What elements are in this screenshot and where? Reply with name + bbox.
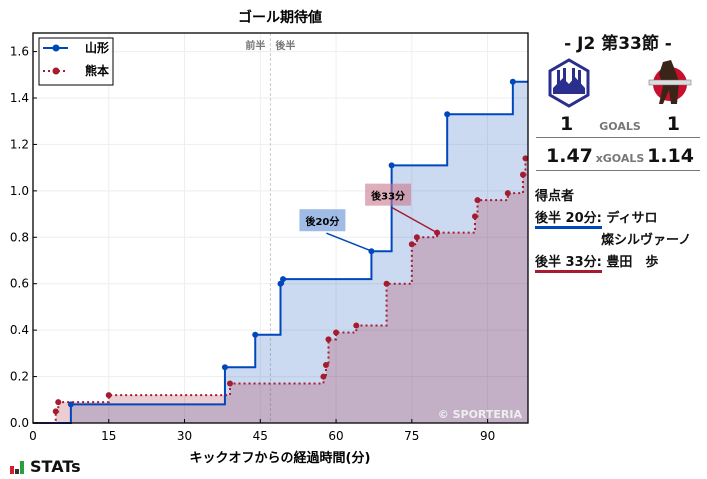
y-tick-label: 1.0 [10,184,29,198]
stats-brand-text: STATs [30,457,81,476]
home-team-logo [548,58,590,108]
legend-marker-home [52,44,60,52]
legend-label-away: 熊本 [85,63,109,78]
y-tick-label: 1.4 [10,91,29,105]
series-line [33,157,528,424]
round-title: - J2 第33節 - [564,34,672,54]
x-tick-label: 0 [29,429,37,443]
y-tick-label: 0.6 [10,277,29,291]
home-xg: 1.47 [546,145,593,167]
plot-frame [32,32,529,424]
home-goals: 1 [560,113,574,135]
y-tick-label: 0.2 [10,370,29,384]
copyright-text: © SPORTERIA [438,408,523,421]
scorer-time: 後半 33分: [535,251,602,273]
scorer-item-away: 後半 33分: 豊田 歩 [535,251,691,273]
scorer-name: ディサロ [606,211,658,226]
xgoals-row: 1.47 xGOALS 1.14 [536,145,700,171]
chart-title: ゴール期待値 [238,9,322,26]
y-tick-label: 0.4 [10,323,29,337]
away-xg: 1.14 [647,145,694,167]
scorer-time: 後半 20分: [535,207,602,229]
x-tick-label: 30 [177,429,192,443]
stats-logo-icon [10,460,24,474]
area-fills [33,81,528,423]
goals-row: 1 GOALS 1 [536,113,700,138]
x-tick-label: 90 [480,429,495,443]
x-tick-label: 45 [253,429,268,443]
away-goals: 1 [666,113,680,135]
goals-label: GOALS [599,120,641,133]
xgoals-label: xGOALS [595,152,645,165]
legend-marker-away [52,67,60,75]
scorer-name-cont: 燦シルヴァーノ [601,233,692,248]
stats-brand: STATs [10,457,81,476]
x-tick-label: 60 [328,429,343,443]
legend-label-home: 山形 [85,40,109,55]
y-tick-label: 1.6 [10,45,29,59]
scorer-item-home: 後半 20分: ディサロ [535,207,691,229]
y-tick-label: 0.0 [10,416,29,430]
svg-text:後半: 後半 [275,39,295,52]
x-tick-label: 15 [101,429,116,443]
legend: 山形 熊本 [38,37,114,86]
series-lines [33,78,529,424]
away-team-logo [648,60,692,104]
goal-annotation-label: 後33分 [371,190,405,203]
svg-text:前半: 前半 [245,39,265,52]
y-tick-label: 0.8 [10,230,29,244]
goal-annotations: 後20分 後33分 [299,183,436,251]
goal-annotation-label: 後20分 [305,215,339,228]
y-tick-label: 1.2 [10,137,29,151]
axes-ticks: 0 15 30 45 60 75 90 0.0 0.2 0.4 0.6 0.8 1.0 1.2 1.4 1.6 [10,45,495,443]
scorers-title: 得点者 [535,189,575,204]
x-tick-label: 75 [404,429,419,443]
scorers-list: 得点者 後半 20分: ディサロ 燦シルヴァーノ 後半 33分: 豊田 歩 [535,185,691,273]
x-axis-label: キックオフからの経過時間(分) [190,450,371,466]
scorer-name: 豊田 歩 [606,255,659,270]
